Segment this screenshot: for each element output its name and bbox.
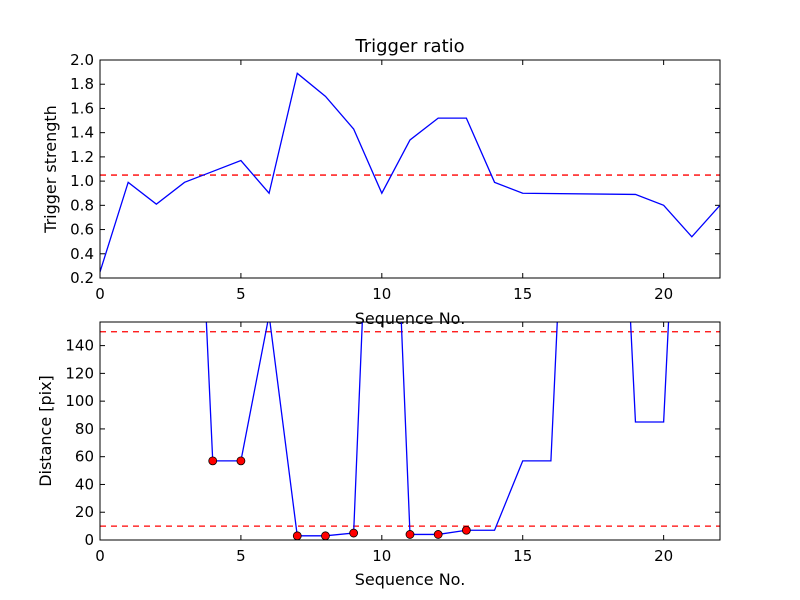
data-point	[461, 525, 471, 535]
x-tick-label: 5	[236, 547, 246, 565]
y-tick-label: 0.6	[70, 221, 94, 239]
y-tick-label: 100	[65, 392, 94, 410]
data-point	[433, 530, 443, 539]
plot-frame	[99, 59, 721, 279]
y-tick-label: 1.2	[70, 148, 94, 166]
y-tick-label: 80	[75, 420, 94, 438]
y-tick-label: 0.2	[70, 269, 94, 287]
x-tick-label: 15	[513, 547, 532, 565]
y-tick-label: 2.0	[70, 51, 94, 69]
distance-panel: Distance [pix] Sequence No. 0 5 10 15 20 0 20 4…	[36, 321, 721, 589]
data-point	[236, 456, 246, 466]
series-line	[205, 322, 670, 537]
plot-frame	[99, 321, 721, 541]
x-tick-label: 20	[654, 285, 673, 303]
x-tick-label: 5	[236, 285, 246, 303]
y-tick-label: 1.4	[70, 124, 94, 142]
y-tick-label: 0.4	[70, 245, 94, 263]
x-tick-label: 0	[95, 285, 105, 303]
y-tick-label: 40	[75, 475, 94, 493]
bottom-ticks: 0 5 10 15 20 0 20 40 60 80 100 120 140	[65, 322, 720, 565]
threshold-lines	[100, 331, 720, 527]
x-tick-label: 10	[372, 285, 391, 303]
data-series	[205, 322, 670, 537]
top-ticks: 0 5 10 15 20 0.2 0.4 0.6 0.8 1.0 1.2 1.4 1.6 1.8 2.0	[70, 51, 720, 303]
x-tick-label: 15	[513, 285, 532, 303]
y-axis-label: Trigger strength	[41, 105, 60, 234]
x-tick-label: 10	[372, 547, 391, 565]
data-point	[405, 530, 415, 539]
y-tick-label: 120	[65, 364, 94, 382]
chart-title: Trigger ratio	[354, 36, 464, 57]
data-series	[100, 72, 720, 273]
y-tick-label: 140	[65, 337, 94, 355]
y-tick-label: 0.8	[70, 196, 94, 214]
x-tick-label: 0	[95, 547, 105, 565]
trigger-ratio-panel: Trigger ratio Trigger strength Sequence …	[41, 36, 721, 328]
y-tick-label: 60	[75, 448, 94, 466]
data-point	[321, 531, 330, 541]
x-axis-label: Sequence No.	[355, 570, 466, 589]
data-point	[349, 528, 359, 538]
y-tick-label: 1.6	[70, 99, 94, 117]
data-point	[292, 531, 302, 541]
y-tick-label: 1.0	[70, 172, 94, 190]
y-axis-label: Distance [pix]	[36, 375, 55, 487]
data-markers	[208, 456, 471, 541]
y-tick-label: 1.8	[70, 75, 94, 93]
data-point	[208, 456, 218, 466]
y-tick-label: 20	[75, 503, 94, 521]
series-line	[100, 72, 720, 273]
x-axis-label: Sequence No.	[355, 309, 466, 328]
x-tick-label: 20	[654, 547, 673, 565]
y-tick-label: 0	[84, 531, 94, 549]
